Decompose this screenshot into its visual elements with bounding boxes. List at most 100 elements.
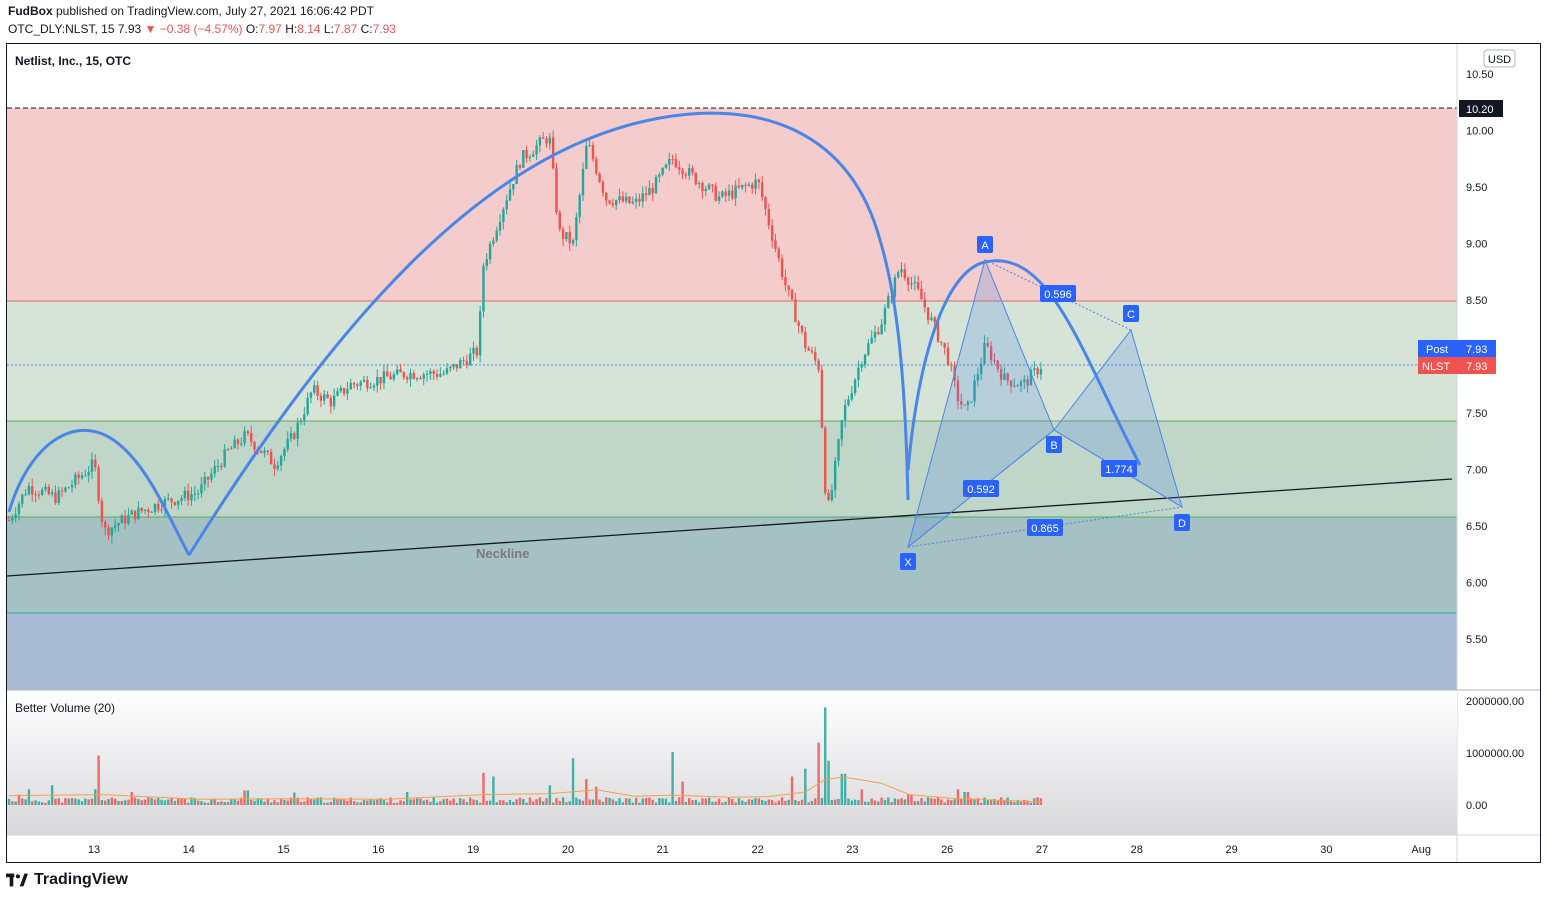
candle-body [442,373,445,375]
candle-body [293,433,296,439]
publisher-name[interactable]: FudBox [8,4,53,18]
candle-body [326,394,329,398]
volume-bar [376,799,379,805]
candle-body [754,179,757,189]
volume-bar [462,799,465,805]
volume-bar [24,799,27,805]
candle-body [618,196,621,201]
price-tick-label: 10.00 [1466,126,1494,138]
arc-right-shoulder[interactable] [906,259,1142,471]
volume-bar [989,799,993,805]
volume-bar [429,801,432,805]
volume-bar [591,799,595,805]
resistance-price-tag[interactable]: 10.20 [1459,100,1503,117]
volume-bar [488,800,492,805]
volume-bar [170,797,173,805]
candle-body [462,360,465,362]
volume-bar [316,797,319,805]
candle-body [774,240,777,249]
volume-bar [561,797,565,805]
candle-body [1013,385,1016,387]
candle-body [843,404,847,421]
candle-body [24,494,27,496]
volume-bar [37,801,41,805]
volume-bar [933,798,936,805]
candle-body [737,185,741,188]
candle-body [870,337,873,344]
volume-bar [1003,799,1006,805]
time-tick-label: 26 [941,844,953,856]
candle-body [492,240,495,244]
candle-body [654,176,658,194]
volume-bar [966,792,970,805]
candle-body [193,493,197,495]
candle-body [223,449,226,467]
close-label: C: [360,22,373,36]
tradingview-logo[interactable]: TradingView [6,871,128,889]
point-d-label[interactable]: D [1174,514,1190,531]
candle-body [598,173,601,183]
ratio-xad-label[interactable]: 0.865 [1027,519,1063,536]
tradingview-logo-icon [6,873,28,887]
candle-body [332,395,336,407]
candle-body [721,191,724,197]
candle-body [687,168,691,176]
candle-body [485,259,488,266]
candle-body [233,439,236,449]
volume-bar [332,797,336,805]
candle-body [588,144,591,147]
volume-bar [326,802,329,805]
arc-left-shoulder[interactable] [7,428,191,556]
ratio-xab-label[interactable]: 0.592 [963,480,999,497]
arc-head[interactable] [187,111,910,556]
candle-body [641,193,644,202]
volume-bar [581,800,585,805]
time-tick-label: 23 [846,844,858,856]
volume-bar [910,794,913,805]
post-price-tag[interactable]: Post 7.93 [1418,340,1496,357]
svg-text:0.592: 0.592 [967,484,995,496]
chart-frame [6,43,1541,863]
volume-bar [1036,797,1039,805]
candle-body [303,414,306,421]
candle-body [230,448,233,450]
candle-body [555,168,558,213]
volume-bar [256,798,260,805]
symbol-price-tag[interactable]: NLST 7.93 [1418,357,1496,374]
publish-info: FudBox published on TradingView.com, Jul… [8,4,374,18]
point-x-label[interactable]: X [900,553,916,570]
volume-bar [916,801,920,805]
candle-body [847,399,850,405]
volume-bar [495,802,498,805]
price-change: ▼ −0.38 (−4.57%) [144,22,243,36]
volume-bar [727,797,731,805]
candle-body [999,369,1003,380]
volume-bar [379,798,382,805]
candle-body [57,490,60,504]
candle-body [117,523,120,526]
ratio-abc-label[interactable]: 0.596 [1040,285,1076,302]
volume-bar [1019,800,1023,805]
volume-bar [180,798,183,805]
volume-bar [837,798,840,805]
candle-body [581,168,585,196]
candle-body [173,502,177,505]
volume-bar [1029,802,1033,805]
volume-bar [890,802,893,805]
candle-body [578,195,581,218]
point-a-label[interactable]: A [977,236,993,253]
currency-badge[interactable]: USD [1483,49,1516,68]
volume-bar [389,797,392,805]
neckline[interactable] [6,478,1453,577]
candle-body [804,331,807,349]
volume-bar [299,801,303,805]
volume-bar [833,799,837,805]
volume-bar [595,786,598,805]
candle-body [429,371,432,374]
point-b-label[interactable]: B [1046,436,1062,453]
point-c-label[interactable]: C [1123,305,1139,322]
volume-bar [402,801,406,805]
volume-bar [319,797,323,805]
ratio-bcd-label[interactable]: 1.774 [1101,460,1137,477]
